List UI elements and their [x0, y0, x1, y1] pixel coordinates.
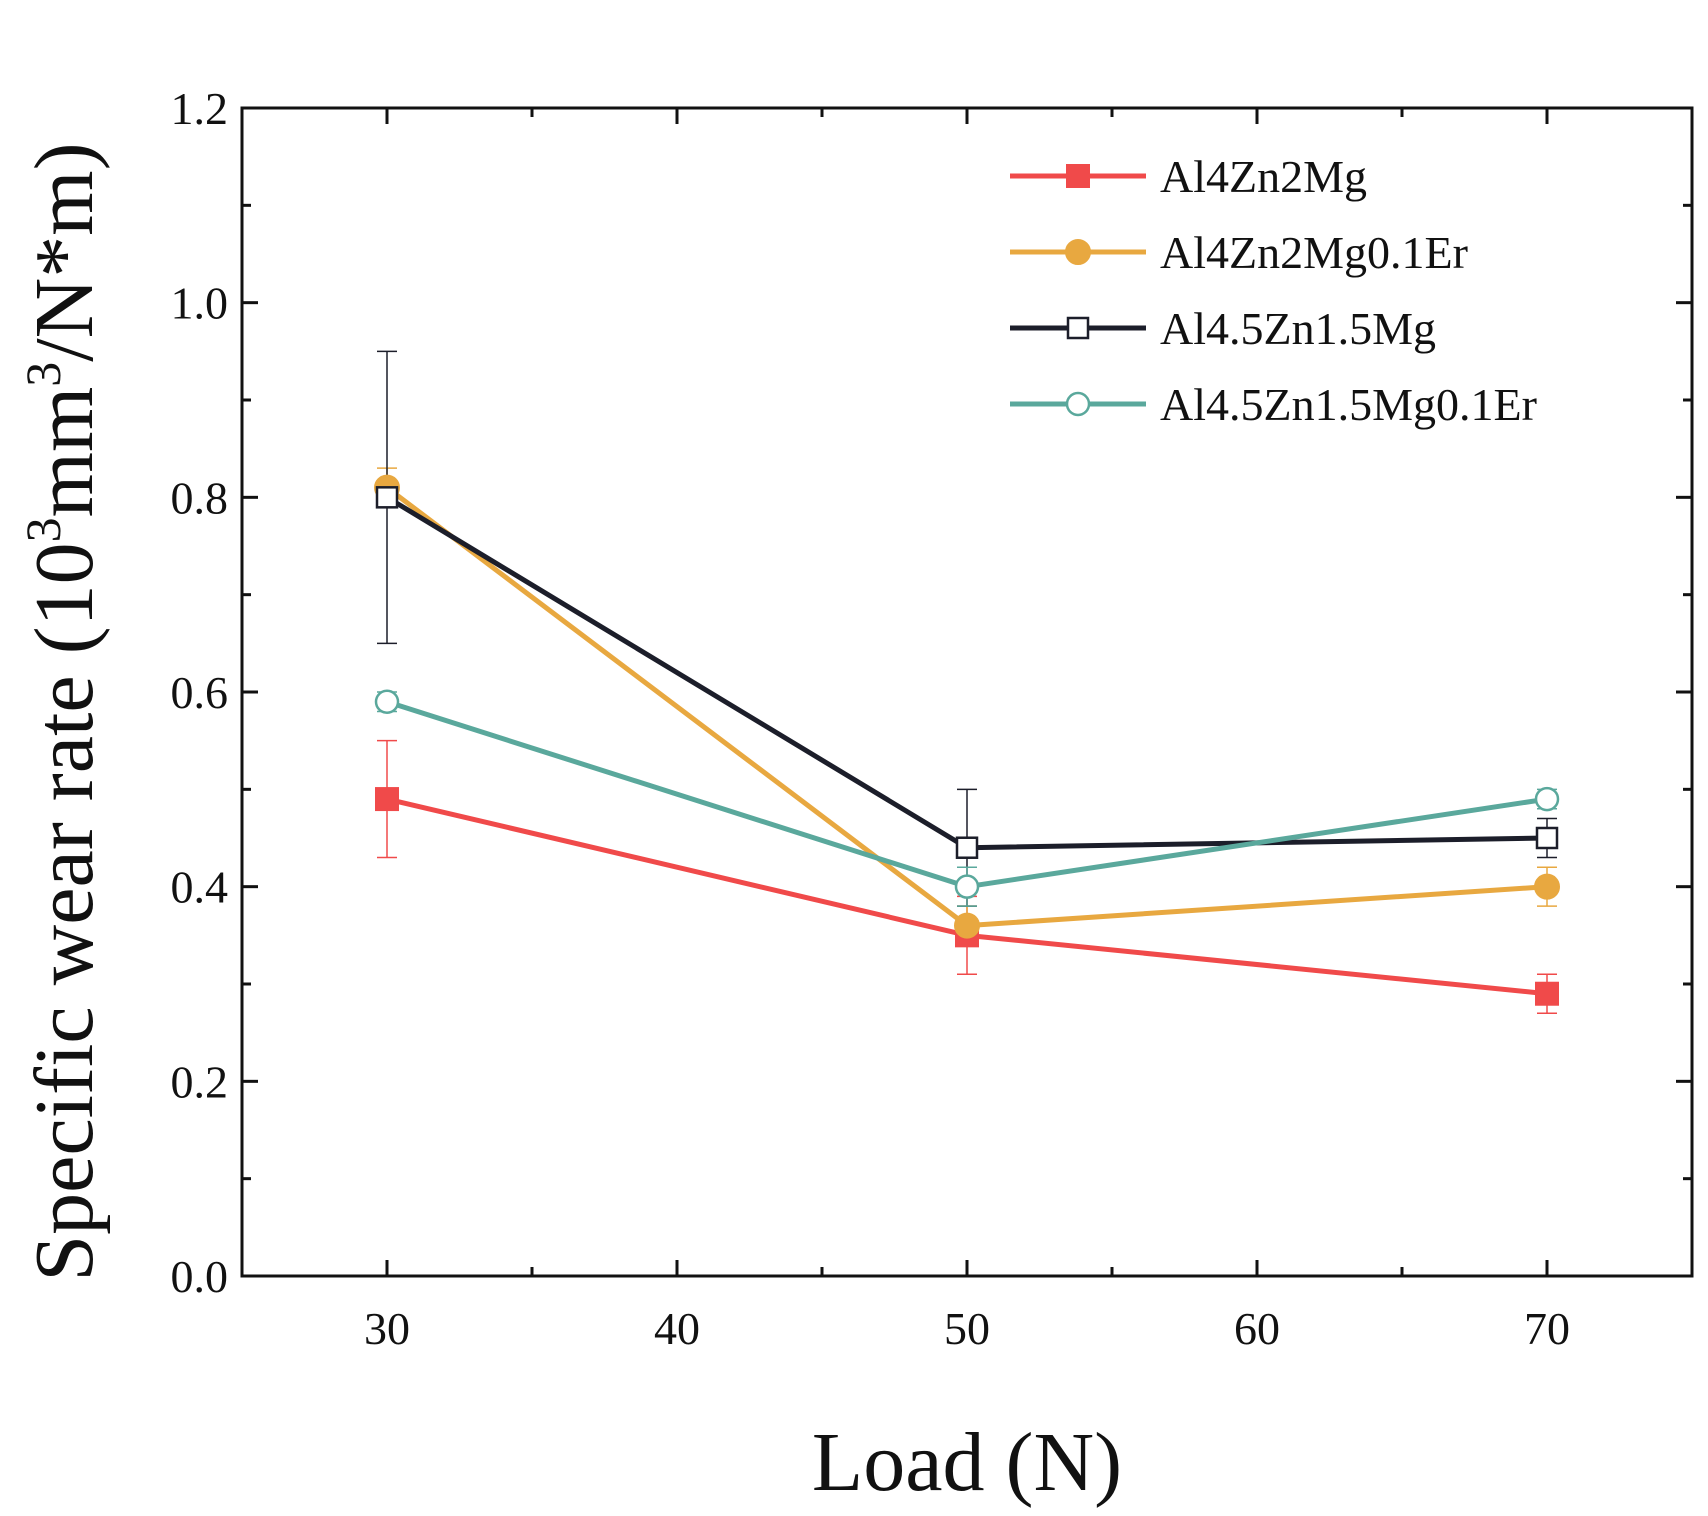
legend-label: Al4Zn2Mg [1160, 151, 1367, 202]
y-axis-title-sup: 3 [15, 517, 71, 542]
data-point-series-4 [374, 689, 400, 714]
y-tick-label: 0.2 [171, 1056, 229, 1107]
data-point-series-1 [1535, 981, 1559, 1006]
legend-marker [1065, 239, 1091, 265]
y-tick-label: 0.4 [171, 862, 229, 913]
y-tick-label: 1.0 [171, 278, 229, 329]
data-point-series-3 [375, 486, 399, 509]
x-tick-label: 70 [1524, 1303, 1570, 1354]
data-point-series-3 [1535, 826, 1559, 850]
data-point-series-2 [954, 912, 980, 939]
series-markers [374, 474, 1560, 1006]
data-point-series-2 [1534, 873, 1560, 900]
y-axis-title: Specific wear rate (103mm3/N*m) [15, 142, 111, 1281]
x-axis-title: Load (N) [812, 1416, 1122, 1509]
legend-label: Al4.5Zn1.5Mg [1160, 303, 1436, 354]
y-tick-label: 0.8 [171, 472, 229, 523]
tick-labels: 0.0 0.2 0.4 0.6 0.8 1.0 1.2 30 40 50 60 70 [171, 83, 1571, 1354]
data-point-series-4 [954, 874, 980, 899]
y-tick-label: 0.0 [171, 1251, 229, 1302]
data-point-series-3 [955, 836, 979, 859]
x-tick-label: 60 [1234, 1303, 1280, 1354]
plot-frame [240, 106, 1694, 1278]
data-point-series-1 [375, 787, 399, 812]
axis-ticks [242, 106, 1692, 1278]
data-point-series-4 [1534, 786, 1560, 812]
legend-marker [1066, 316, 1090, 340]
legend-marker [1065, 391, 1091, 417]
y-tick-label: 1.2 [171, 83, 229, 134]
y-axis-title-sup2: 3 [15, 362, 71, 387]
legend: Al4Zn2Mg Al4Zn2Mg0.1Er Al4.5Zn1.5Mg Al4.5Zn… [1010, 151, 1537, 430]
y-axis-title-prefix: Specific wear rate (10 [18, 542, 111, 1281]
y-axis-title-middle: mm [18, 387, 111, 518]
y-axis-title-suffix: /N*m) [18, 142, 111, 361]
x-tick-label: 50 [944, 1303, 990, 1354]
legend-label: Al4Zn2Mg0.1Er [1160, 227, 1468, 278]
y-tick-label: 0.6 [171, 667, 229, 718]
legend-marker [1066, 164, 1090, 188]
x-tick-label: 40 [654, 1303, 700, 1354]
x-tick-label: 30 [364, 1303, 410, 1354]
legend-label: Al4.5Zn1.5Mg0.1Er [1160, 379, 1537, 430]
